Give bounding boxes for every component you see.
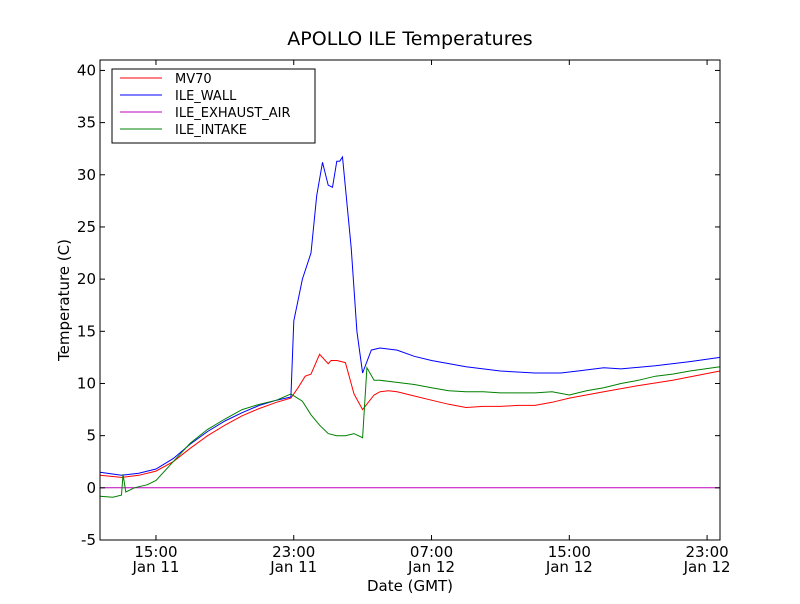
y-tick-label: 30 xyxy=(77,166,96,184)
y-axis: -5 0 5 10 15 20 25 30 35 40 xyxy=(77,61,720,549)
series-line-ile-intake xyxy=(99,366,721,498)
x-tick-label-time: 07:00 xyxy=(410,543,453,561)
y-tick-label: 40 xyxy=(77,61,96,79)
series-line-ile-wall xyxy=(99,155,721,476)
x-tick-label-date: Jan 12 xyxy=(683,558,731,576)
x-axis-label: Date (GMT) xyxy=(367,577,453,595)
y-tick-label: 5 xyxy=(86,427,96,445)
legend-label: ILE_INTAKE xyxy=(175,123,247,138)
x-tick-label-time: 15:00 xyxy=(134,543,177,561)
legend-label: MV70 xyxy=(175,72,212,87)
x-tick-label-time: 23:00 xyxy=(685,543,728,561)
y-tick-label: 10 xyxy=(77,374,96,392)
y-tick-label: 0 xyxy=(86,479,96,497)
x-tick-label-date: Jan 11 xyxy=(131,558,179,576)
x-tick-label-time: 23:00 xyxy=(272,543,315,561)
x-tick-label-date: Jan 12 xyxy=(407,558,455,576)
x-tick-label-date: Jan 11 xyxy=(269,558,317,576)
series-layer xyxy=(99,155,721,498)
legend-label: ILE_WALL xyxy=(175,89,237,104)
x-tick-label-time: 15:00 xyxy=(548,543,591,561)
y-tick-label: 15 xyxy=(77,322,96,340)
legend-label: ILE_EXHAUST_AIR xyxy=(175,106,291,121)
y-tick-label: 20 xyxy=(77,270,96,288)
legend: MV70 ILE_WALL ILE_EXHAUST_AIR ILE_INTAKE xyxy=(111,68,316,144)
y-axis-label: Temperature (C) xyxy=(55,239,73,362)
y-tick-label: 25 xyxy=(77,218,96,236)
x-tick-label-date: Jan 12 xyxy=(545,558,593,576)
chart-title: APOLLO ILE Temperatures xyxy=(287,28,532,50)
series-line-mv70 xyxy=(99,353,721,478)
plot-frame xyxy=(99,59,721,541)
y-tick-label: -5 xyxy=(81,531,96,549)
y-tick-label: 35 xyxy=(77,114,96,132)
legend-box xyxy=(111,68,316,144)
